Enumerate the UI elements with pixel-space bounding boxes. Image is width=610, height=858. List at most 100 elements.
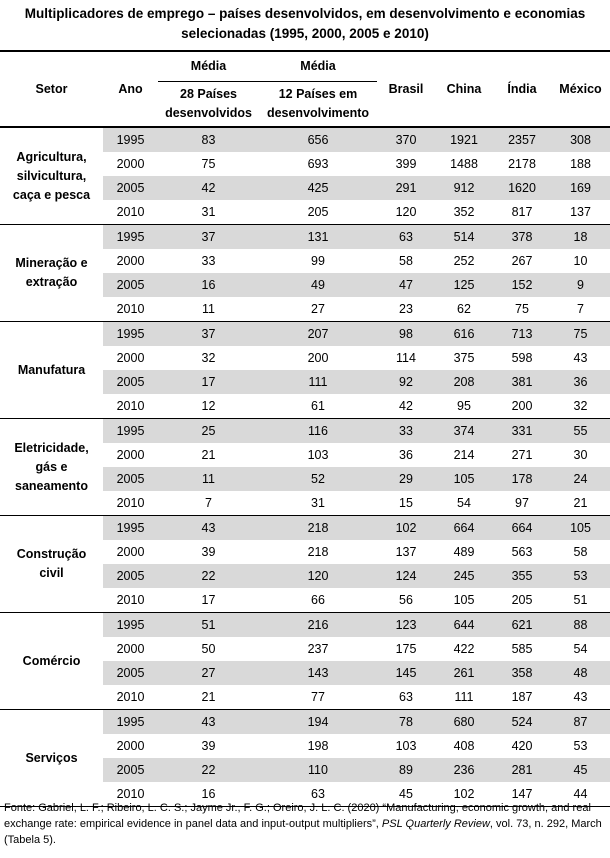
title-line-1: Multiplicadores de emprego – países dese… (24, 6, 586, 21)
value-cell: 524 (493, 709, 551, 734)
sector-name-line: Serviços (25, 750, 78, 765)
sector-name-line: saneamento (15, 478, 88, 493)
value-cell: 124 (377, 564, 435, 588)
sector-name: Construção civil (0, 515, 103, 613)
value-cell: 23 (377, 297, 435, 322)
value-cell: 43 (551, 685, 610, 710)
year-cell: 2010 (103, 297, 158, 322)
value-cell: 218 (307, 545, 329, 559)
value-cell: 261 (435, 661, 493, 685)
table-row: Eletricidade, gás e saneamento 1995 25 116 33 3… (0, 418, 610, 516)
value-cell: 29 (377, 467, 435, 491)
header-mexico: México (551, 51, 610, 128)
value-cell: 2357 (493, 127, 551, 152)
year-cell: 2000 (116, 642, 145, 656)
value-cell: 48 (551, 661, 610, 685)
value-cell: 425 (259, 176, 377, 200)
value-cell: 137 (395, 545, 417, 559)
year-cell: 1995 (103, 612, 158, 637)
value-cell: 370 (377, 127, 435, 152)
source-note: Fonte: Gabriel, L. F.; Ribeiro, L. C. S.… (4, 800, 608, 848)
year-cell: 2000 (116, 448, 145, 462)
value-cell: 1488 (450, 157, 478, 171)
value-cell: 102 (435, 782, 493, 807)
value-cell: 621 (493, 612, 551, 637)
value-cell: 45 (551, 758, 610, 782)
value-cell: 33 (201, 254, 216, 268)
table-row: Agricultura, silvicultura, caça e pesca 199… (0, 127, 610, 225)
value-cell: 111 (259, 370, 377, 394)
value-cell: 123 (377, 612, 435, 637)
value-cell: 208 (435, 370, 493, 394)
table-row: Construção civil 1995 43 218 102 664 664 105 (0, 515, 610, 613)
value-cell: 11 (158, 297, 259, 322)
value-cell: 42 (158, 176, 259, 200)
value-cell: 21 (158, 685, 259, 710)
sector-group: Eletricidade, gás e saneamento 1995 25 116 33 3… (0, 418, 610, 516)
value-cell: 17 (158, 370, 259, 394)
value-cell: 147 (493, 782, 551, 807)
table-row: 2000 39 198 103 408 420 53 (0, 734, 610, 758)
value-cell: 63 (377, 685, 435, 710)
year-cell: 2010 (103, 782, 158, 807)
value-cell: 399 (395, 157, 417, 171)
table-row: 2000 32 200 114 375 598 43 (0, 346, 610, 370)
value-cell: 218 (259, 515, 377, 540)
table-row: 2010 21 77 63 111 187 43 (0, 685, 610, 710)
sector-name-line: Manufatura (17, 362, 86, 377)
value-cell: 52 (259, 467, 377, 491)
value-cell: 17 (158, 588, 259, 613)
table-row: 2010 7 31 15 54 97 21 (0, 491, 610, 516)
table-row: 2005 16 49 47 125 152 9 (0, 273, 610, 297)
header-setor: Setor (0, 51, 103, 128)
value-cell: 21 (201, 448, 216, 462)
value-cell: 616 (435, 321, 493, 346)
year-cell: 2005 (103, 564, 158, 588)
value-cell: 53 (551, 564, 610, 588)
year-cell: 2000 (116, 545, 145, 559)
sector-group: Construção civil 1995 43 218 102 664 664 105 2000… (0, 515, 610, 613)
year-cell: 1995 (103, 515, 158, 540)
value-cell: 92 (377, 370, 435, 394)
value-cell: 271 (511, 448, 533, 462)
value-cell: 66 (259, 588, 377, 613)
value-cell: 680 (435, 709, 493, 734)
value-cell: 175 (395, 642, 417, 656)
value-cell: 187 (493, 685, 551, 710)
value-cell: 111 (435, 685, 493, 710)
title-line-2: selecionadas (1995, 2000, 2005 e 2010) (181, 26, 429, 41)
table-row: 2005 27 143 145 261 358 48 (0, 661, 610, 685)
value-cell: 143 (259, 661, 377, 685)
value-cell: 87 (551, 709, 610, 734)
value-cell: 514 (435, 224, 493, 249)
value-cell: 75 (201, 157, 216, 171)
header-media-developing: Média (259, 51, 377, 82)
sector-name: Comércio (0, 612, 103, 710)
sector-name: Eletricidade, gás e saneamento (0, 418, 103, 516)
value-cell: 331 (493, 418, 551, 443)
value-cell: 39 (201, 739, 216, 753)
value-cell: 378 (493, 224, 551, 249)
value-cell: 16 (158, 273, 259, 297)
header-developed-line-2: desenvolvidos (165, 105, 252, 120)
value-cell: 77 (259, 685, 377, 710)
year-cell: 2010 (103, 491, 158, 516)
value-cell: 62 (435, 297, 493, 322)
value-cell: 152 (493, 273, 551, 297)
value-cell: 89 (377, 758, 435, 782)
value-cell: 664 (435, 515, 493, 540)
value-cell: 358 (493, 661, 551, 685)
sector-name-line: Construção (16, 547, 87, 561)
sector-group: Mineração e extração 1995 37 131 63 514 378 18 20… (0, 224, 610, 322)
table-row: 2005 22 120 124 245 355 53 (0, 564, 610, 588)
value-cell: 245 (435, 564, 493, 588)
value-cell: 24 (551, 467, 610, 491)
value-cell: 216 (259, 612, 377, 637)
sector-name-line: Agricultura, (16, 149, 87, 164)
value-cell: 51 (158, 612, 259, 637)
value-cell: 125 (435, 273, 493, 297)
value-cell: 88 (551, 612, 610, 637)
value-cell: 137 (551, 200, 610, 225)
value-cell: 22 (158, 564, 259, 588)
value-cell: 39 (201, 545, 216, 559)
